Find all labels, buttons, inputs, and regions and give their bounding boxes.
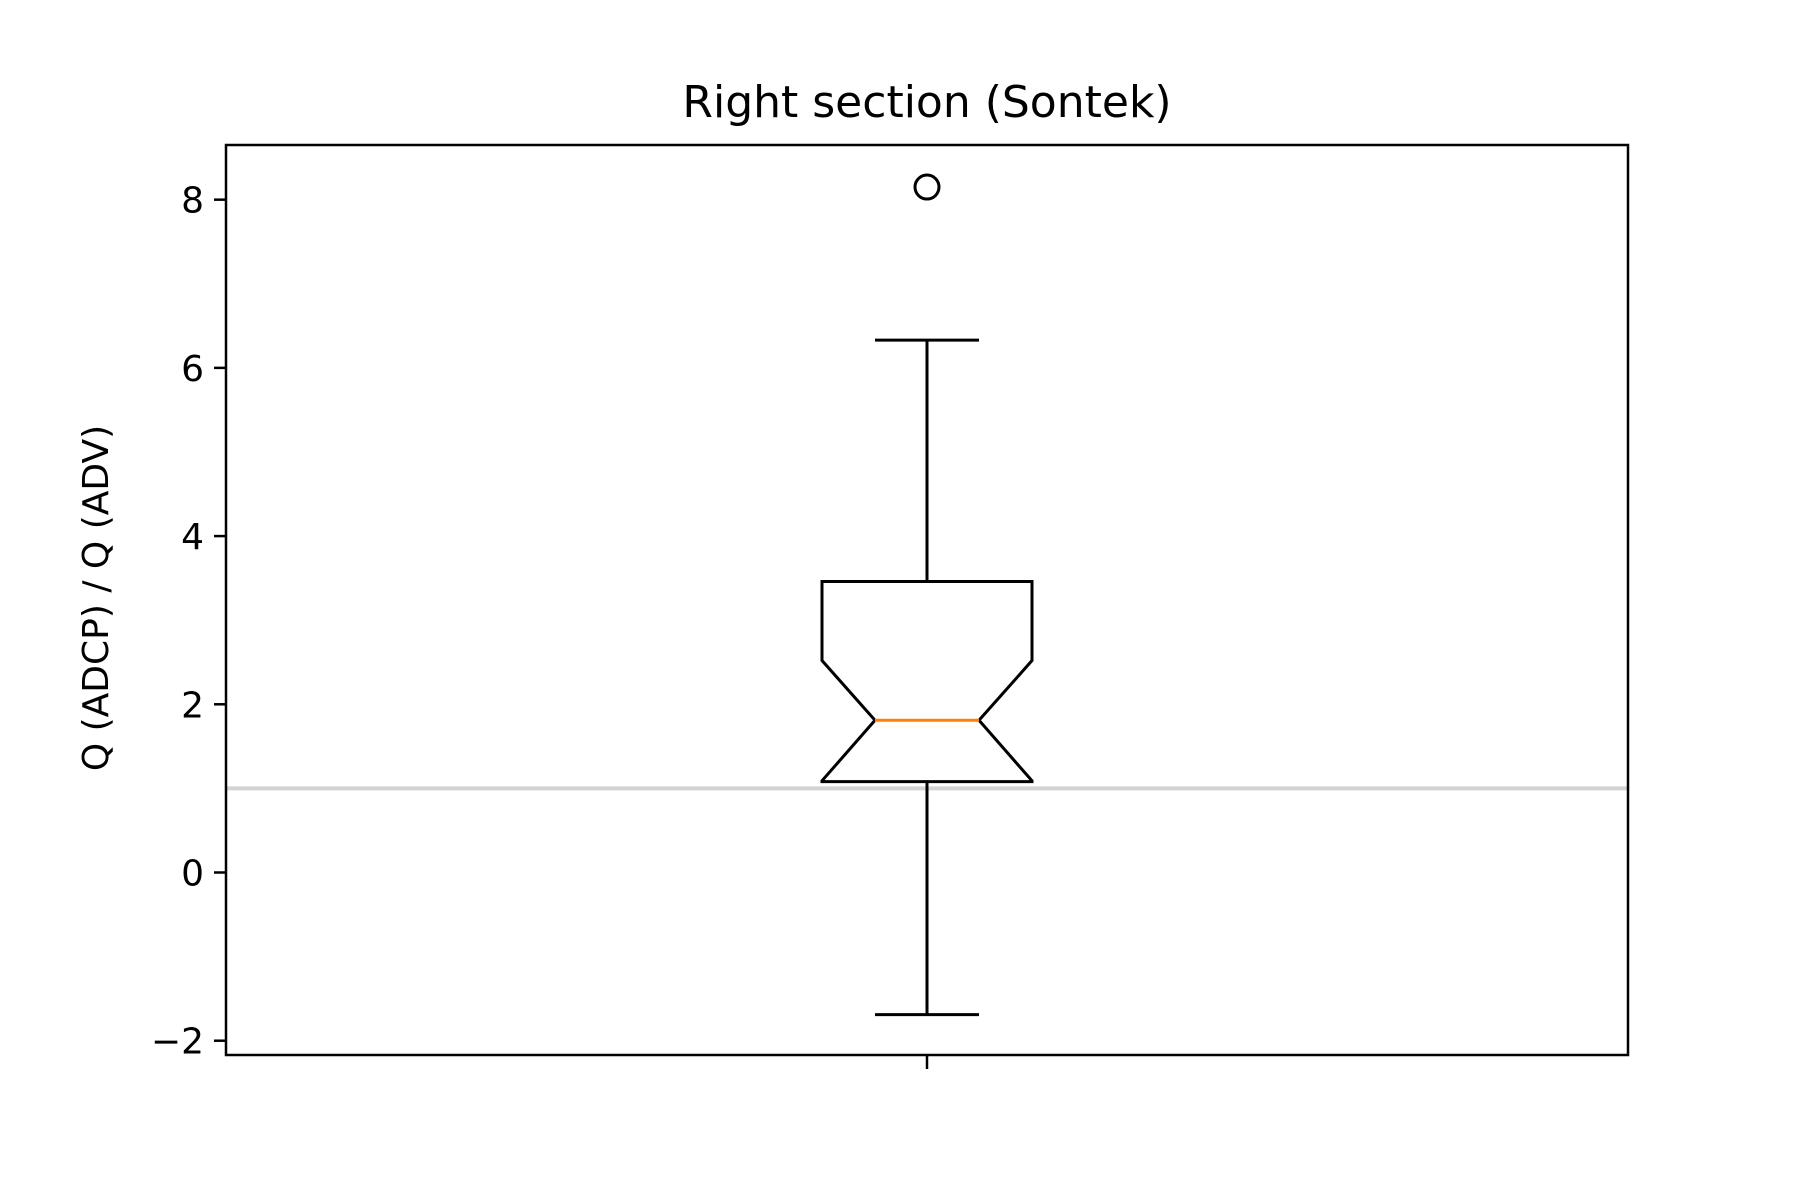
y-tick-label: −2 [151, 1022, 204, 1063]
outlier-point [913, 173, 941, 201]
y-tick-label: 6 [181, 349, 204, 390]
y-tick-label: 2 [181, 685, 204, 726]
y-tick-label: 4 [181, 517, 204, 558]
chart-title: Right section (Sontek) [682, 77, 1171, 128]
plot-area: −2 0 2 4 6 8 [151, 143, 1630, 1069]
y-tick-label: 8 [181, 181, 204, 222]
y-tick-label: 0 [181, 853, 204, 894]
y-axis-label: Q (ADCP) / Q (ADV) [76, 425, 117, 771]
notched-box [820, 579, 1034, 784]
